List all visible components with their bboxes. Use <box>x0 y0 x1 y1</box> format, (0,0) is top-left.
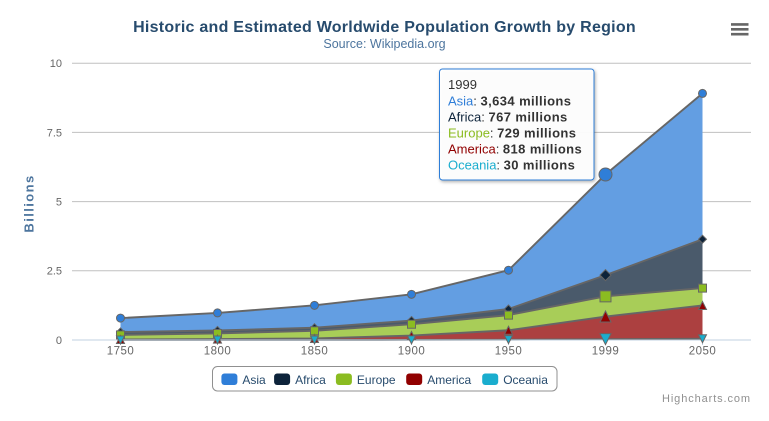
svg-text:America: America <box>427 373 471 387</box>
svg-text:2.5: 2.5 <box>47 266 62 278</box>
svg-text:1950: 1950 <box>495 346 523 358</box>
svg-text:10: 10 <box>50 58 62 70</box>
svg-text:7.5: 7.5 <box>47 127 62 139</box>
svg-text:1900: 1900 <box>398 346 426 358</box>
svg-text:2050: 2050 <box>689 346 717 358</box>
svg-text:Billions: Billions <box>22 174 37 232</box>
svg-text:Source: Wikipedia.org: Source: Wikipedia.org <box>323 37 445 51</box>
svg-text:Europe: 729 millions: Europe: 729 millions <box>448 125 576 140</box>
svg-text:Asia: Asia <box>242 373 266 387</box>
svg-text:America: 818 millions: America: 818 millions <box>448 141 582 156</box>
svg-text:1999: 1999 <box>448 77 477 92</box>
svg-text:Africa: Africa <box>295 373 326 387</box>
svg-text:Oceania: Oceania <box>503 373 548 387</box>
svg-text:Oceania: 30 millions: Oceania: 30 millions <box>448 157 575 172</box>
svg-text:1800: 1800 <box>204 346 232 358</box>
svg-text:1750: 1750 <box>107 346 135 358</box>
svg-text:Europe: Europe <box>357 373 396 387</box>
svg-text:Highcharts.com: Highcharts.com <box>662 393 751 405</box>
svg-text:Africa: 767 millions: Africa: 767 millions <box>448 109 568 124</box>
svg-text:5: 5 <box>56 197 62 209</box>
svg-text:0: 0 <box>56 335 62 347</box>
svg-text:Asia: 3,634 millions: Asia: 3,634 millions <box>448 93 571 108</box>
svg-text:1850: 1850 <box>301 346 329 358</box>
svg-text:Historic and Estimated Worldwi: Historic and Estimated Worldwide Populat… <box>133 19 636 36</box>
svg-text:1999: 1999 <box>592 346 620 358</box>
